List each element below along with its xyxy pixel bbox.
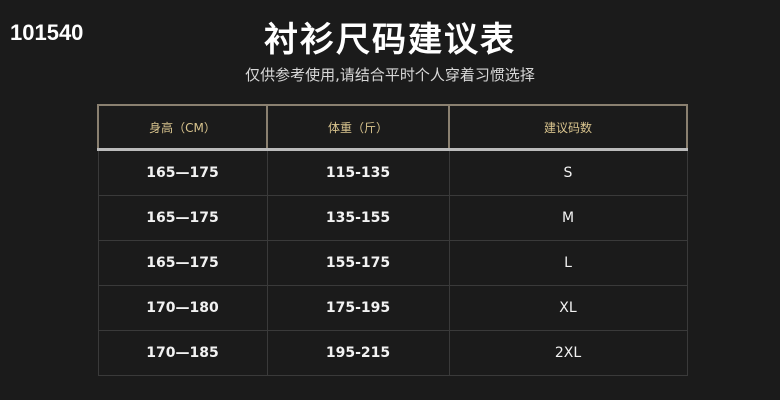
cell-size: M xyxy=(448,195,688,241)
cell-height: 165—175 xyxy=(97,240,268,286)
table-row: 165—175 135-155 M xyxy=(97,195,688,241)
header-size: 建议码数 xyxy=(448,104,688,151)
cell-height: 170—180 xyxy=(97,285,268,331)
table-header: 身高（CM） 体重（斤） 建议码数 xyxy=(97,104,688,151)
header-height: 身高（CM） xyxy=(97,104,268,151)
watermark: 101540 xyxy=(10,20,84,45)
cell-size: XL xyxy=(448,285,688,331)
table-row: 165—175 115-135 S xyxy=(97,149,688,196)
table-row: 170—180 175-195 XL xyxy=(97,285,688,331)
cell-height: 165—175 xyxy=(97,195,268,241)
size-table: 身高（CM） 体重（斤） 建议码数 165—175 115-135 S 165—175… xyxy=(97,104,688,376)
cell-weight: 195-215 xyxy=(266,330,450,376)
table-row: 165—175 155-175 L xyxy=(97,240,688,286)
cell-height: 165—175 xyxy=(97,149,268,196)
table-row: 170—185 195-215 2XL xyxy=(97,330,688,376)
cell-weight: 175-195 xyxy=(266,285,450,331)
cell-size: L xyxy=(448,240,688,286)
cell-size: S xyxy=(448,149,688,196)
header-weight: 体重（斤） xyxy=(266,104,450,151)
cell-height: 170—185 xyxy=(97,330,268,376)
cell-weight: 135-155 xyxy=(266,195,450,241)
cell-weight: 115-135 xyxy=(266,149,450,196)
cell-size: 2XL xyxy=(448,330,688,376)
cell-weight: 155-175 xyxy=(266,240,450,286)
page-title: 衬衫尺码建议表 xyxy=(264,20,516,60)
subtitle: 仅供参考使用,请结合平时个人穿着习惯选择 xyxy=(245,66,535,84)
